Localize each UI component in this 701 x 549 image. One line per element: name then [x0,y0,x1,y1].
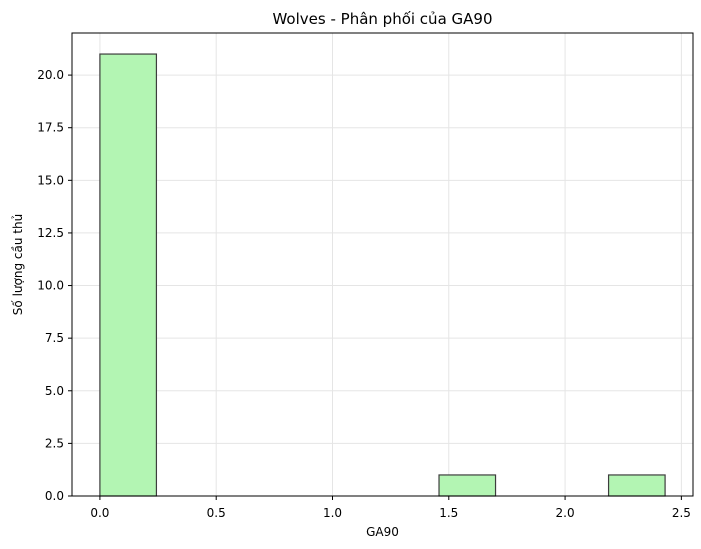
x-tick-label-2: 1.0 [323,506,342,520]
x-tick-label-4: 2.0 [556,506,575,520]
grid-layer [72,33,693,497]
y-tick-label-1: 2.5 [45,436,64,450]
x-axis-label: GA90 [366,525,399,539]
y-tick-label-3: 7.5 [45,331,64,345]
x-tick-label-3: 1.5 [439,506,458,520]
y-tick-label-8: 20.0 [37,68,64,82]
labels-layer: 0.0 0.5 1.0 1.5 2.0 2.5 0.0 2.5 5.0 7.5 10.0 12.5 15… [37,68,691,520]
x-tick-label-0: 0.0 [90,506,109,520]
y-tick-label-7: 17.5 [37,121,64,135]
axes-layer [68,32,694,500]
histogram-bar-9 [607,474,666,497]
x-tick-label-5: 2.5 [672,506,691,520]
y-tick-label-2: 5.0 [45,384,64,398]
plot-frame [71,32,694,497]
x-tick-label-1: 0.5 [207,506,226,520]
y-axis-label: Số lượng cầu thủ [11,214,25,315]
bars-layer [99,53,666,497]
chart-title: Wolves - Phân phối của GA90 [272,10,492,28]
y-tick-label-5: 12.5 [37,226,64,240]
y-tick-label-4: 10.0 [37,279,64,293]
y-tick-label-6: 15.0 [37,173,64,187]
histogram-bar-0 [99,53,158,497]
histogram-bar-6 [438,474,497,497]
y-tick-label-0: 0.0 [45,489,64,503]
